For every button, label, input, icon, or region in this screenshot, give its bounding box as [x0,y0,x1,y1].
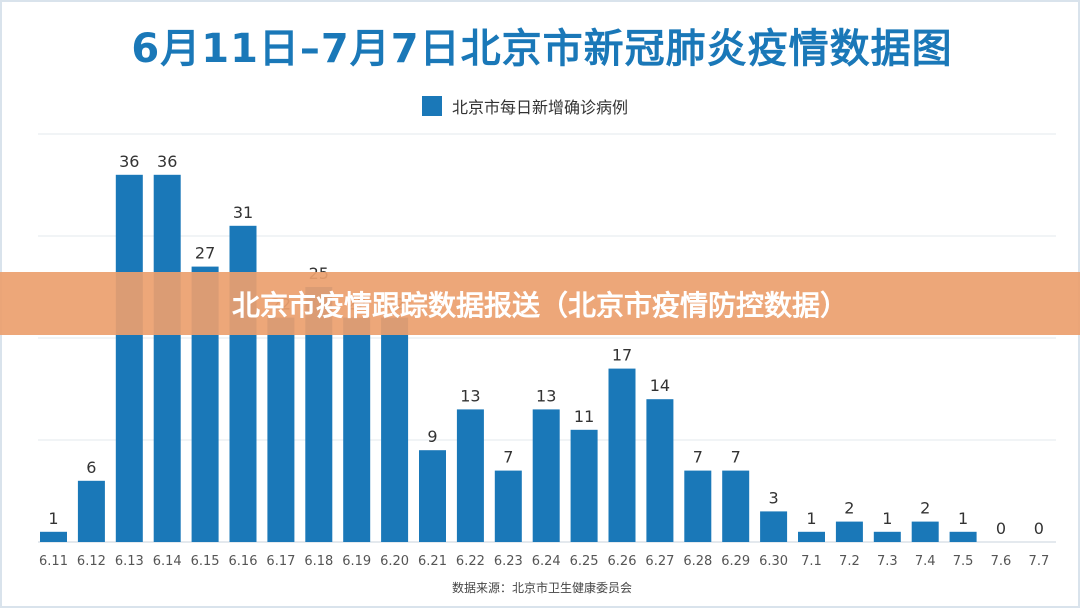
data-label: 7 [731,448,741,467]
data-label: 1 [958,509,968,528]
x-tick-label: 6.30 [759,554,788,569]
data-label: 9 [427,427,437,446]
banner-text: 北京市疫情跟踪数据报送（北京市疫情防控数据） [231,288,848,322]
data-label: 7 [503,448,513,467]
data-label: 13 [460,386,480,405]
bar [949,531,977,542]
overlay-banner: 北京市疫情跟踪数据报送（北京市疫情防控数据） [0,272,1080,335]
data-label: 0 [996,519,1006,538]
data-label: 11 [574,407,594,426]
x-tick-label: 6.23 [494,554,523,569]
bar [381,317,409,542]
bar [760,511,788,542]
x-tick-label: 6.17 [266,554,295,569]
x-tick-label: 6.29 [721,554,750,569]
x-tick-label: 6.12 [77,554,106,569]
data-label: 2 [844,499,854,518]
x-tick-label: 6.13 [115,554,144,569]
bar [494,470,522,542]
x-tick-label: 6.14 [153,554,182,569]
bar [343,317,371,542]
x-tick-label: 7.2 [839,554,860,569]
data-label: 13 [536,386,556,405]
x-tick-label: 6.18 [304,554,333,569]
data-label: 14 [650,376,670,395]
legend: 北京市每日新增确诊病例 [422,94,628,118]
bar [570,429,598,542]
data-label: 2 [920,499,930,518]
x-tick-label: 6.19 [342,554,371,569]
data-label: 7 [693,448,703,467]
data-label: 1 [806,509,816,528]
x-tick-label: 7.7 [1029,554,1050,569]
x-tick-label: 6.26 [608,554,637,569]
x-tick-label: 6.16 [229,554,258,569]
legend-label: 北京市每日新增确诊病例 [452,98,629,117]
x-tick-label: 6.15 [191,554,220,569]
x-tick-label: 6.28 [683,554,712,569]
data-label: 27 [195,244,215,263]
data-label: 31 [233,203,253,222]
chart-title: 6月11日–7月7日北京市新冠肺炎疫情数据图 [131,26,953,72]
data-label: 17 [612,346,632,365]
x-tick-label: 6.25 [570,554,599,569]
bar [798,531,825,542]
data-label: 3 [769,488,779,507]
bar [40,531,67,542]
x-tick-label: 6.20 [380,554,409,569]
x-tick-label: 6.24 [532,554,561,569]
bar [532,409,560,542]
x-tick-label: 7.5 [953,554,974,569]
x-tick-label: 7.1 [801,554,822,569]
x-tick-label: 7.3 [877,554,898,569]
bar [456,409,484,542]
bar [835,521,863,542]
source-note: 数据来源：北京市卫生健康委员会 [451,581,632,595]
x-tick-label: 6.27 [645,554,674,569]
bar [684,470,712,542]
data-label: 6 [86,458,96,477]
x-tick-label: 6.11 [39,554,68,569]
bar [153,174,181,543]
x-tick-label: 7.4 [915,554,936,569]
data-label: 0 [1034,519,1044,538]
data-label: 36 [157,152,177,171]
bar [115,174,143,543]
data-label: 1 [882,509,892,528]
bar [873,531,901,542]
bar [646,399,674,542]
legend-swatch [422,96,442,116]
data-label: 36 [119,152,139,171]
bar [77,480,105,542]
bar [267,317,295,542]
x-tick-label: 6.21 [418,554,447,569]
bar [419,450,446,542]
x-tick-label: 6.22 [456,554,485,569]
bar [911,521,939,542]
data-label: 1 [48,509,58,528]
bar [608,368,636,542]
x-tick-label: 7.6 [991,554,1012,569]
bar [722,470,750,542]
